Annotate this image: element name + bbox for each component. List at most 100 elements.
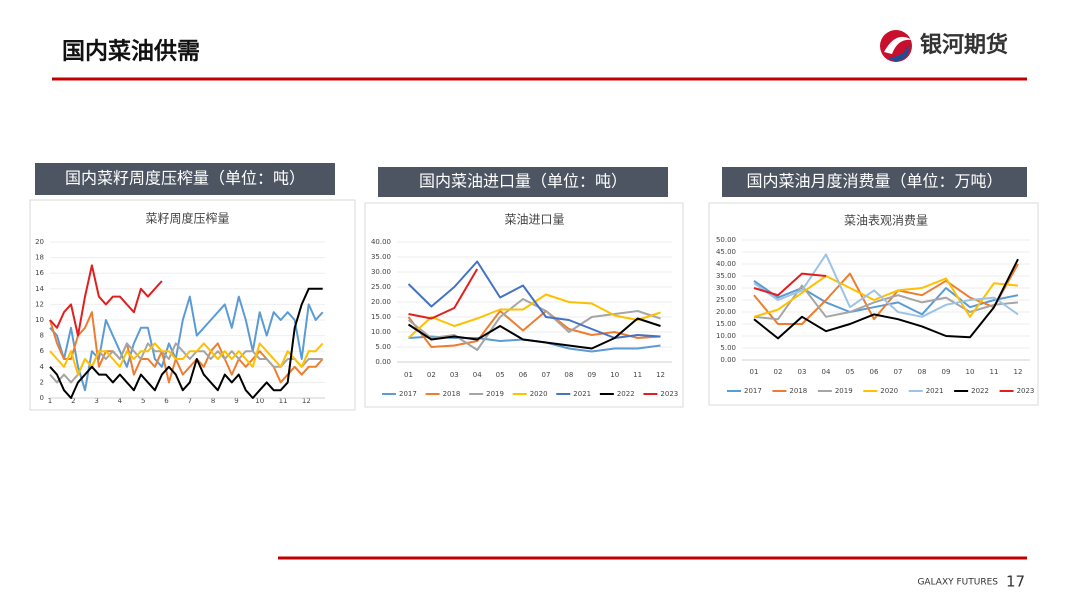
x-tick-label: 08 bbox=[918, 368, 927, 376]
legend-label: 2022 bbox=[617, 390, 635, 398]
x-tick-label: 1 bbox=[48, 397, 52, 405]
y-tick-label: 14 bbox=[35, 285, 44, 293]
legend-label: 2020 bbox=[880, 387, 898, 395]
x-tick-label: 07 bbox=[541, 371, 550, 379]
x-tick-label: 02 bbox=[427, 371, 436, 379]
x-tick-label: 11 bbox=[279, 397, 288, 405]
series-line bbox=[407, 310, 661, 348]
y-tick-label: 35.00 bbox=[716, 272, 736, 280]
chart-title: 菜油表观消费量 bbox=[844, 214, 928, 228]
x-tick-label: 06 bbox=[519, 371, 528, 379]
page-number: 17 bbox=[1006, 573, 1025, 591]
caption-box bbox=[378, 167, 668, 197]
legend-label: 2017 bbox=[399, 390, 417, 398]
x-tick-label: 2 bbox=[71, 397, 75, 405]
x-tick-label: 02 bbox=[774, 368, 783, 376]
y-tick-label: 15.00 bbox=[716, 320, 736, 328]
y-tick-label: 20.00 bbox=[371, 298, 391, 306]
legend-label: 2021 bbox=[926, 387, 944, 395]
x-tick-label: 01 bbox=[750, 368, 759, 376]
y-tick-label: 2 bbox=[40, 378, 44, 386]
y-tick-label: 25.00 bbox=[371, 283, 391, 291]
x-tick-label: 03 bbox=[798, 368, 807, 376]
series-line bbox=[49, 311, 324, 384]
x-tick-label: 08 bbox=[564, 371, 573, 379]
legend-label: 2017 bbox=[744, 387, 762, 395]
x-tick-label: 5 bbox=[141, 397, 145, 405]
y-tick-label: 10.00 bbox=[716, 332, 736, 340]
x-tick-label: 09 bbox=[587, 371, 596, 379]
y-tick-label: 35.00 bbox=[371, 253, 391, 261]
y-tick-label: 30.00 bbox=[371, 268, 391, 276]
y-tick-label: 40.00 bbox=[716, 260, 736, 268]
x-tick-label: 10 bbox=[610, 371, 619, 379]
x-tick-label: 6 bbox=[164, 397, 169, 405]
caption: 国内菜籽周度压榨量（单位：吨） bbox=[65, 169, 305, 188]
y-tick-label: 4 bbox=[40, 363, 45, 371]
series-line bbox=[49, 287, 323, 399]
y-tick-label: 0.00 bbox=[375, 358, 391, 366]
y-tick-label: 6 bbox=[40, 347, 45, 355]
legend-label: 2018 bbox=[789, 387, 807, 395]
series-line bbox=[49, 295, 324, 392]
x-tick-label: 11 bbox=[990, 368, 999, 376]
caption-box bbox=[722, 167, 1027, 197]
x-tick-label: 09 bbox=[942, 368, 951, 376]
chart-title: 菜油进口量 bbox=[504, 213, 564, 227]
y-tick-label: 30.00 bbox=[716, 284, 736, 292]
x-tick-label: 4 bbox=[118, 397, 123, 405]
x-tick-label: 12 bbox=[1014, 368, 1023, 376]
y-tick-label: 8 bbox=[40, 332, 44, 340]
x-tick-label: 9 bbox=[234, 397, 238, 405]
legend-label: 2020 bbox=[530, 390, 548, 398]
y-tick-label: 18 bbox=[35, 254, 44, 262]
x-tick-label: 12 bbox=[656, 371, 665, 379]
x-tick-label: 10 bbox=[966, 368, 975, 376]
x-tick-label: 05 bbox=[496, 371, 505, 379]
legend-label: 2018 bbox=[443, 390, 461, 398]
legend-label: 2023 bbox=[1017, 387, 1035, 395]
chart-title: 菜籽周度压榨量 bbox=[145, 211, 229, 226]
series-line bbox=[753, 272, 827, 297]
x-tick-label: 11 bbox=[633, 371, 642, 379]
series-line bbox=[407, 298, 661, 351]
x-tick-label: 01 bbox=[404, 371, 413, 379]
y-tick-label: 0.00 bbox=[720, 356, 736, 364]
logo-text: 银河期货 bbox=[920, 32, 1008, 58]
y-tick-label: 12 bbox=[35, 300, 44, 308]
y-tick-label: 40.00 bbox=[371, 238, 391, 246]
series-line bbox=[49, 342, 324, 376]
y-tick-label: 10 bbox=[35, 316, 44, 324]
y-tick-label: 15.00 bbox=[371, 313, 391, 321]
y-tick-label: 0 bbox=[40, 394, 44, 402]
legend-label: 2019 bbox=[835, 387, 853, 395]
x-tick-label: 8 bbox=[211, 397, 215, 405]
chart-frame bbox=[364, 202, 684, 408]
series-line bbox=[49, 264, 163, 337]
y-tick-label: 5.00 bbox=[375, 343, 391, 351]
y-tick-label: 50.00 bbox=[716, 236, 736, 244]
series-line bbox=[753, 275, 1019, 318]
series-line bbox=[753, 258, 1019, 340]
slide-title: 国内菜油供需 bbox=[62, 38, 200, 65]
caption: 国内菜油进口量（单位：吨） bbox=[419, 172, 627, 191]
caption: 国内菜油月度消费量（单位：万吨） bbox=[746, 172, 1002, 191]
y-tick-label: 20 bbox=[35, 238, 44, 246]
y-tick-label: 20.00 bbox=[716, 308, 736, 316]
x-tick-label: 04 bbox=[822, 368, 831, 376]
series-line bbox=[407, 317, 661, 350]
x-tick-label: 06 bbox=[870, 368, 879, 376]
series-line bbox=[407, 260, 661, 339]
x-tick-label: 12 bbox=[302, 397, 311, 405]
legend-label: 2023 bbox=[660, 390, 678, 398]
x-tick-label: 7 bbox=[188, 397, 192, 405]
y-tick-label: 16 bbox=[35, 269, 44, 277]
y-tick-label: 25.00 bbox=[716, 296, 736, 304]
legend-label: 2022 bbox=[971, 387, 989, 395]
footer-brand: GALAXY FUTURES bbox=[917, 578, 998, 588]
caption-box bbox=[35, 163, 335, 195]
chart-frame bbox=[29, 199, 356, 411]
logo-icon bbox=[880, 30, 912, 62]
